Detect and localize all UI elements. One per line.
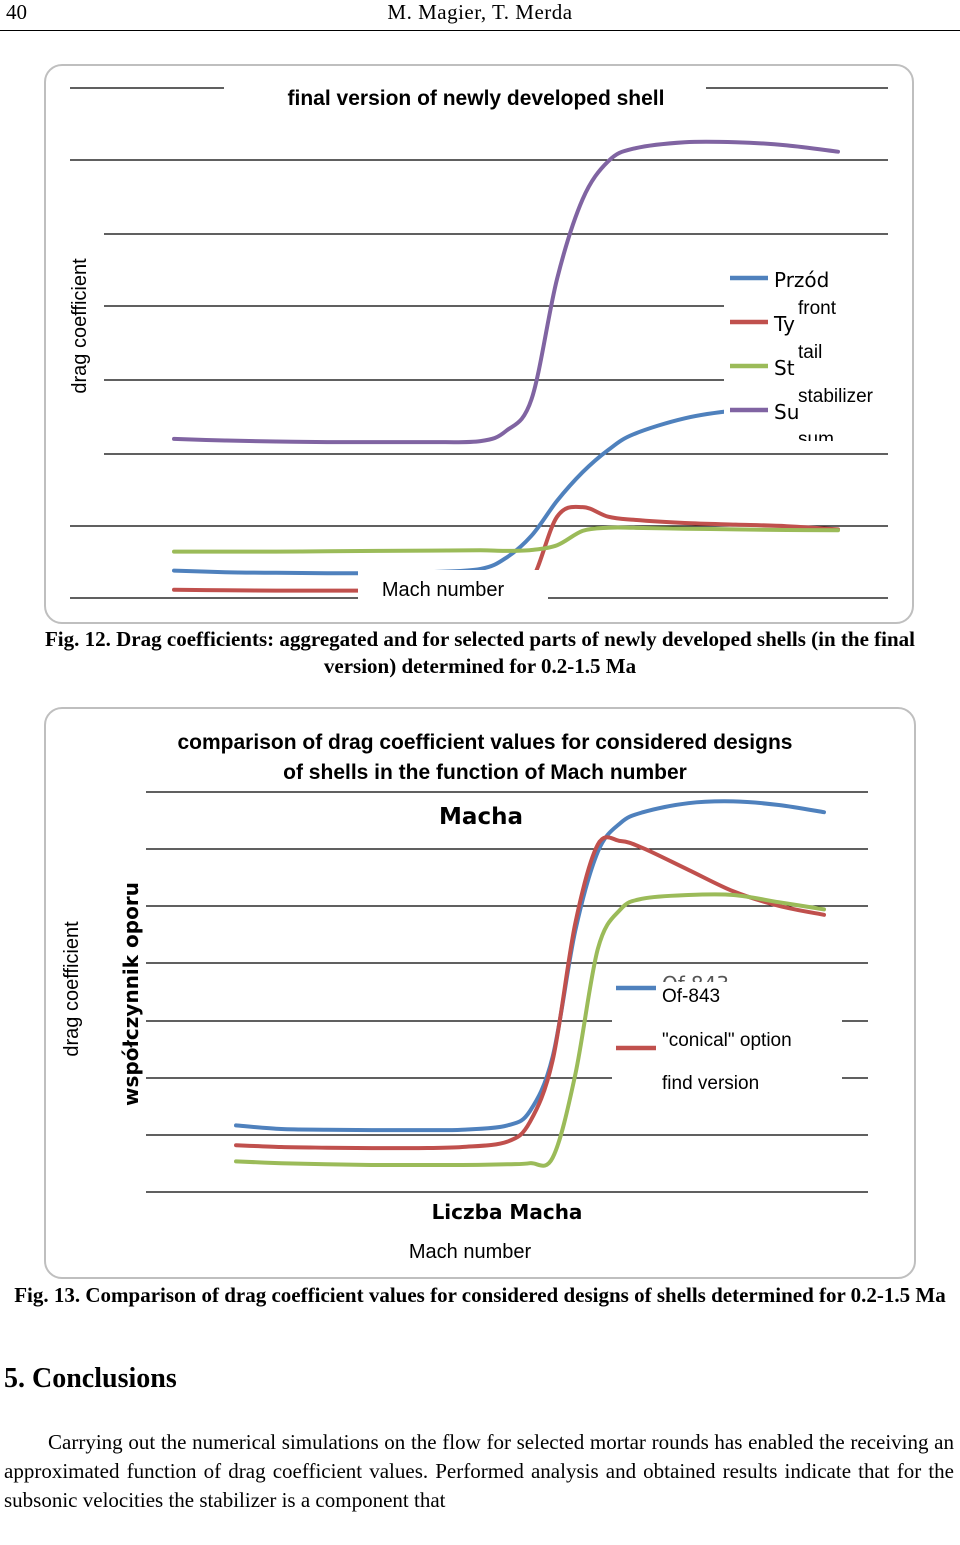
fig13-x-axis-label: Mach number	[409, 1241, 532, 1263]
fig12-title-backdrop	[246, 80, 706, 116]
fig12-series-line-3	[172, 139, 840, 445]
fig13-original-title-fragment: Macha	[439, 804, 523, 830]
fig13-legend-label-of843: Of-843	[662, 986, 720, 1007]
figure-13-plot: comparison of drag coefficient values fo…	[61, 715, 868, 1265]
fig13-legend: Of-843 Of-843 "conical" option find vers…	[612, 972, 842, 1099]
fig13-xlabel-backdrop	[426, 1195, 606, 1265]
fig13-y-axis-original-label: współczynnik oporu	[119, 882, 143, 1106]
figure-12-caption: Fig. 12. Drag coefficients: aggregated a…	[44, 627, 916, 678]
fig12-legend-label-tail: tail	[798, 342, 822, 363]
fig13-legend-ghost-clip: Of-843	[662, 972, 729, 996]
fig12-legend-overlay-bg	[796, 294, 856, 316]
fig13-series-line-1	[234, 835, 826, 1151]
fig12-y-axis-label: drag coefficient	[69, 258, 91, 394]
fig13-legend-original-fragment: Of-843	[662, 972, 729, 996]
page-number: 40	[6, 0, 27, 24]
figure-12-chart: Mach number final version of newly devel…	[44, 64, 914, 624]
fig13-title-line-1: comparison of drag coefficient values fo…	[178, 731, 793, 754]
fig13-series-group	[234, 799, 826, 1168]
fig13-title-backdrop	[142, 715, 842, 789]
fig13-title-line-2: of shells in the function of Mach number	[283, 761, 687, 784]
fig12-legend: Przód Ty St Su front tail stabilizer sum	[724, 261, 912, 450]
fig12-xlabel-backdrop	[358, 570, 548, 614]
fig12-legend-original-2: Ty	[773, 312, 795, 336]
fig12-legend-overlay-bg	[796, 338, 832, 360]
fig12-legend-original-1: Przód	[774, 268, 829, 292]
fig13-legend-label-conical: "conical" option	[662, 1030, 792, 1051]
fig12-chart-title: final version of newly developed shell	[288, 87, 665, 110]
figure-13-chart: comparison of drag coefficient values fo…	[44, 707, 916, 1279]
page-header: 40 M. Magier, T. Merda	[0, 0, 960, 31]
fig12-legend-label-sum-clip: sum	[798, 429, 834, 450]
fig12-x-axis-label: Mach number	[382, 579, 505, 601]
fig12-series-line-0	[172, 404, 840, 576]
fig13-series-line-2	[234, 892, 826, 1168]
fig12-legend-original-3: St	[774, 356, 795, 380]
fig12-series-line-2	[172, 525, 840, 554]
fig12-legend-label-sum: sum	[798, 429, 834, 450]
fig13-y-axis-label: drag coefficient	[61, 921, 83, 1057]
fig12-legend-label-front: front	[798, 298, 837, 319]
fig12-legend-overlay-bg	[796, 382, 886, 404]
fig13-legend-backdrop	[612, 975, 842, 1099]
figure-12-plot: Mach number final version of newly devel…	[69, 80, 912, 614]
fig12-legend-original-4: Su	[774, 400, 799, 424]
fig13-gridlines	[146, 791, 868, 1193]
figure-13-caption: Fig. 13. Comparison of drag coefficient …	[14, 1283, 946, 1307]
section-title: 5. Conclusions	[4, 1363, 177, 1394]
fig13-x-axis-original-label: Liczba Macha	[432, 1200, 583, 1224]
fig12-legend-label-stabilizer: stabilizer	[798, 386, 874, 407]
body-paragraph: Carrying out the numerical simulations o…	[4, 1430, 954, 1512]
running-head-authors: M. Magier, T. Merda	[387, 0, 573, 24]
fig13-legend-label-final: find version	[662, 1073, 759, 1094]
